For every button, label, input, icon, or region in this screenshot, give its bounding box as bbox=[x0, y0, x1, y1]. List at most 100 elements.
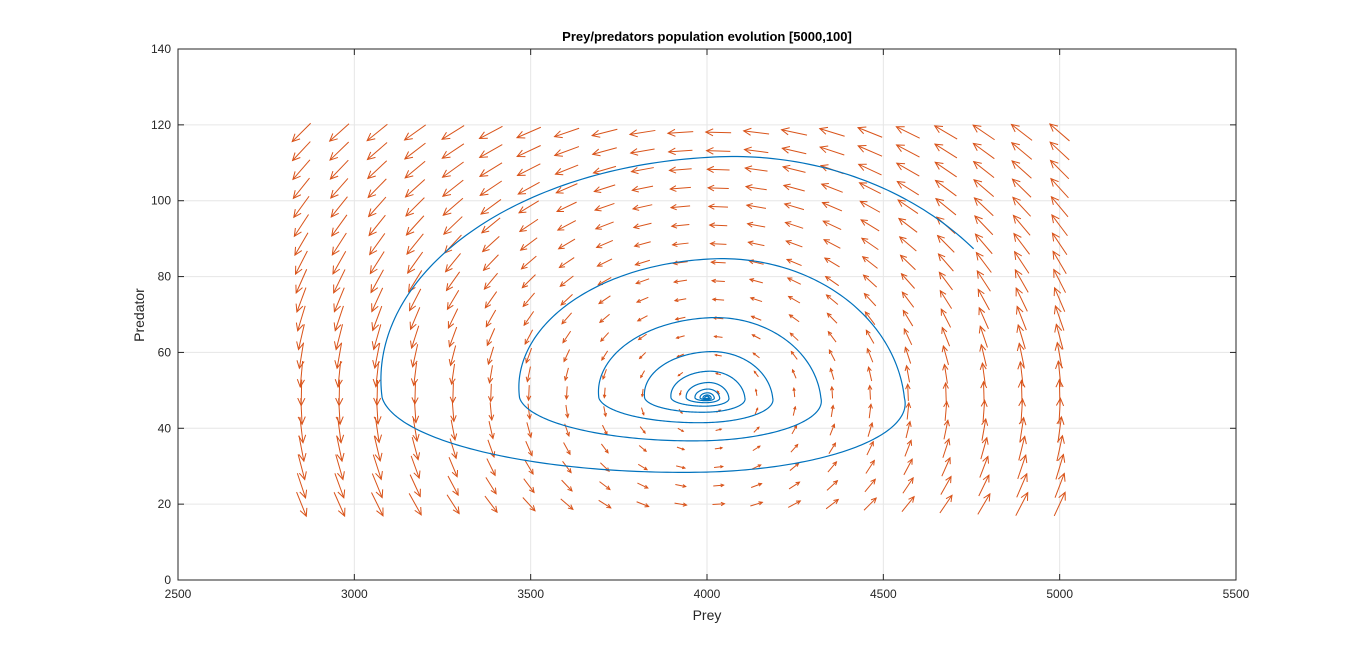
quiver-arrow-shaft bbox=[329, 123, 350, 142]
quiver-arrow-head bbox=[681, 447, 686, 451]
quiver-arrow-head bbox=[598, 299, 604, 305]
quiver-arrow-shaft bbox=[564, 367, 569, 381]
quiver-arrow-shaft bbox=[904, 440, 912, 457]
quiver-arrow-shaft bbox=[299, 361, 304, 388]
quiver-arrow-shaft bbox=[865, 460, 875, 474]
quiver-arrow-shaft bbox=[983, 381, 985, 404]
quiver-arrow-shaft bbox=[673, 261, 688, 264]
axis-ticks: 2500 3000 3500 4000 4500 5000 5500 0 20 40 60 80 100… bbox=[151, 42, 1250, 601]
quiver-arrow-head bbox=[491, 505, 498, 514]
quiver-arrow-shaft bbox=[861, 237, 879, 251]
quiver-arrow-head bbox=[370, 284, 379, 294]
quiver-arrow-shaft bbox=[942, 438, 950, 458]
y-tick-label: 120 bbox=[151, 118, 171, 132]
quiver-arrow-head bbox=[856, 126, 867, 135]
quiver-arrow-head bbox=[329, 170, 339, 180]
quiver-arrow-head bbox=[330, 189, 339, 199]
quiver-arrow-head bbox=[710, 259, 716, 265]
quiver-arrow-head bbox=[596, 261, 603, 267]
quiver-arrow-shaft bbox=[941, 327, 951, 347]
quiver-arrow-shaft bbox=[977, 289, 990, 311]
quiver-arrow-head bbox=[298, 434, 307, 444]
quiver-arrow-head bbox=[794, 443, 799, 448]
quiver-arrow-shaft bbox=[448, 326, 458, 347]
quiver-arrow-head bbox=[640, 374, 644, 379]
quiver-arrow-shaft bbox=[405, 197, 425, 217]
quiver-arrow-shaft bbox=[935, 180, 957, 197]
quiver-arrow-shaft bbox=[563, 349, 571, 362]
quiver-arrow-head bbox=[897, 217, 907, 226]
quiver-arrow-head bbox=[368, 227, 377, 237]
quiver-arrow-head bbox=[333, 284, 341, 294]
quiver-arrow-shaft bbox=[406, 233, 424, 255]
quiver-arrow-shaft bbox=[898, 218, 918, 233]
quiver-arrow-head bbox=[857, 145, 867, 153]
quiver-arrow-head bbox=[591, 129, 601, 138]
quiver-arrow-head bbox=[643, 448, 648, 453]
quiver-arrow-shaft bbox=[981, 363, 986, 385]
quiver-arrow-shaft bbox=[828, 442, 836, 454]
quiver-arrow-shaft bbox=[633, 222, 652, 228]
quiver-arrow-head bbox=[405, 207, 414, 217]
quiver-arrow-shaft bbox=[981, 418, 987, 441]
quiver-arrow-head bbox=[1055, 378, 1064, 388]
quiver-arrow-head bbox=[720, 501, 726, 507]
quiver-arrow-head bbox=[1019, 453, 1028, 464]
quiver-arrow-shaft bbox=[902, 310, 914, 327]
quiver-arrow-head bbox=[373, 397, 382, 407]
quiver-arrow-shaft bbox=[752, 352, 760, 359]
quiver-arrow-head bbox=[333, 303, 341, 313]
quiver-arrow-shaft bbox=[292, 159, 311, 180]
quiver-arrow-head bbox=[748, 278, 755, 283]
quiver-arrow-head bbox=[869, 440, 874, 447]
quiver-arrow-head bbox=[669, 204, 677, 211]
quiver-arrow-shaft bbox=[331, 214, 348, 237]
quiver-arrow-head bbox=[867, 384, 873, 390]
quiver-arrow-shaft bbox=[565, 386, 568, 399]
quiver-arrow-head bbox=[294, 246, 303, 257]
quiver-arrow-shaft bbox=[451, 401, 455, 422]
quiver-arrow-shaft bbox=[559, 275, 574, 287]
quiver-arrow-shaft bbox=[1052, 251, 1067, 274]
x-axis-label: Prey bbox=[693, 607, 722, 623]
quiver-arrow-head bbox=[490, 487, 497, 495]
quiver-arrow-head bbox=[754, 388, 758, 392]
quiver-arrow-head bbox=[1012, 196, 1021, 206]
quiver-arrow-shaft bbox=[334, 305, 344, 331]
quiver-arrow-head bbox=[521, 281, 529, 289]
quiver-arrow-shaft bbox=[298, 342, 304, 369]
quiver-arrow-shaft bbox=[447, 308, 459, 329]
quiver-arrow-head bbox=[375, 471, 383, 481]
quiver-arrow-shaft bbox=[789, 314, 800, 323]
quiver-arrow-shaft bbox=[295, 250, 308, 275]
quiver-arrow-head bbox=[1010, 123, 1020, 133]
quiver-arrow-head bbox=[895, 162, 906, 171]
quiver-arrow-shaft bbox=[1012, 178, 1032, 198]
quiver-arrow-shaft bbox=[294, 232, 309, 256]
quiver-arrow-shaft bbox=[823, 239, 841, 249]
quiver-arrow-head bbox=[973, 178, 983, 188]
quiver-arrow-shaft bbox=[489, 365, 493, 383]
quiver-arrow-shaft bbox=[714, 447, 723, 450]
quiver-arrow-shaft bbox=[863, 274, 878, 288]
x-tick-label: 3500 bbox=[517, 587, 544, 601]
quiver-arrow-shaft bbox=[825, 499, 839, 510]
quiver-arrow-shaft bbox=[524, 329, 534, 345]
quiver-arrow-shaft bbox=[298, 324, 305, 350]
quiver-arrow-shaft bbox=[524, 459, 534, 475]
quiver-arrow-head bbox=[825, 294, 832, 300]
quiver-arrow-head bbox=[298, 452, 307, 463]
quiver-arrow-shaft bbox=[297, 305, 306, 331]
quiver-arrow-shaft bbox=[1015, 287, 1028, 312]
quiver-arrow-head bbox=[858, 182, 868, 190]
quiver-arrow-head bbox=[636, 317, 642, 322]
quiver-arrow-head bbox=[1013, 232, 1022, 242]
quiver-arrow-head bbox=[443, 226, 452, 235]
quiver-arrow-head bbox=[593, 205, 602, 212]
quiver-arrow-head bbox=[945, 475, 952, 484]
quiver-arrow-shaft bbox=[451, 363, 456, 385]
quiver-arrow-shaft bbox=[782, 147, 807, 155]
quiver-arrow-shaft bbox=[1014, 251, 1030, 274]
quiver-arrow-shaft bbox=[1011, 142, 1033, 160]
quiver-arrow-shaft bbox=[410, 455, 420, 479]
